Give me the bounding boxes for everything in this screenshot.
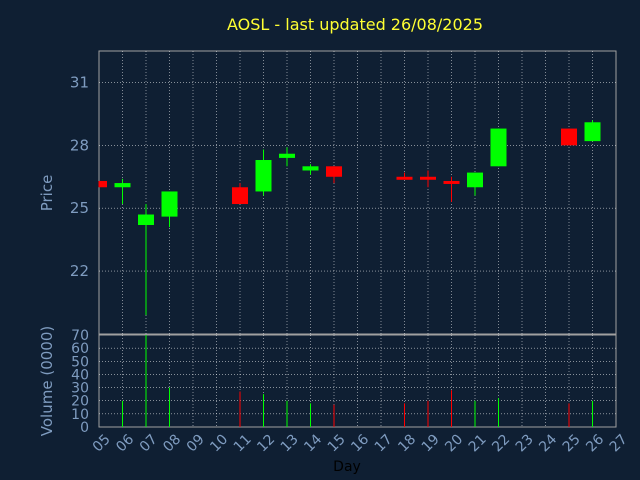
candle-body [279, 153, 295, 158]
chart-title: AOSL - last updated 26/08/2025 [227, 15, 483, 34]
candle [98, 180, 107, 188]
candle [467, 172, 483, 196]
candle-body [467, 172, 483, 188]
candle [138, 204, 154, 316]
x-axis-ticks: 05 06 07 08 09 10 11 12 13 14 15 16 17 18 19 20 21 22 23 24… [90, 431, 631, 455]
candle-body [326, 166, 342, 177]
candle [561, 128, 577, 146]
price-axis-label: Price [38, 175, 56, 212]
candle [232, 183, 248, 205]
price-y-ticks: 22 25 28 31 [70, 73, 89, 280]
candle [420, 170, 436, 188]
price-tick-label: 31 [70, 73, 89, 91]
volume-tick-label: 0 [80, 420, 89, 436]
candle [114, 178, 131, 205]
volume-bars [122, 335, 593, 427]
volume-tick-label: 70 [71, 328, 89, 344]
volume-grid [99, 335, 616, 427]
candle-body [443, 180, 460, 184]
candle-body [161, 191, 178, 217]
candle-body [255, 160, 272, 192]
candle-body [490, 128, 507, 167]
volume-tick-label: 10 [71, 407, 89, 423]
candle [443, 176, 460, 202]
candle [279, 147, 295, 167]
candle-body [396, 176, 413, 180]
candle-body [420, 176, 436, 180]
candle [161, 191, 178, 228]
price-tick-label: 28 [70, 136, 89, 154]
volume-axis-label: Volume (0000) [38, 326, 56, 436]
candle [302, 164, 319, 175]
price-tick-label: 25 [70, 199, 89, 217]
candle-body [114, 183, 131, 188]
volume-tick-label: 20 [71, 394, 89, 410]
candle [396, 172, 413, 180]
volume-tick-label: 40 [71, 367, 89, 383]
candle-body [584, 122, 601, 142]
volume-tick-label: 30 [71, 381, 89, 397]
candle [490, 128, 507, 167]
candle [255, 149, 272, 196]
price-tick-label: 22 [70, 262, 89, 280]
candle-body [99, 180, 107, 188]
candle-body [302, 166, 319, 171]
price-panel: 22 25 28 31 [70, 50, 617, 335]
x-axis-label: Day [333, 459, 361, 475]
candle [326, 166, 342, 184]
candle-body [232, 187, 248, 205]
volume-tick-label: 60 [71, 341, 89, 357]
volume-tick-label: 50 [71, 354, 89, 370]
candle [584, 120, 601, 142]
candle-body [561, 128, 577, 146]
candle-body [138, 214, 154, 225]
candles [98, 120, 601, 316]
